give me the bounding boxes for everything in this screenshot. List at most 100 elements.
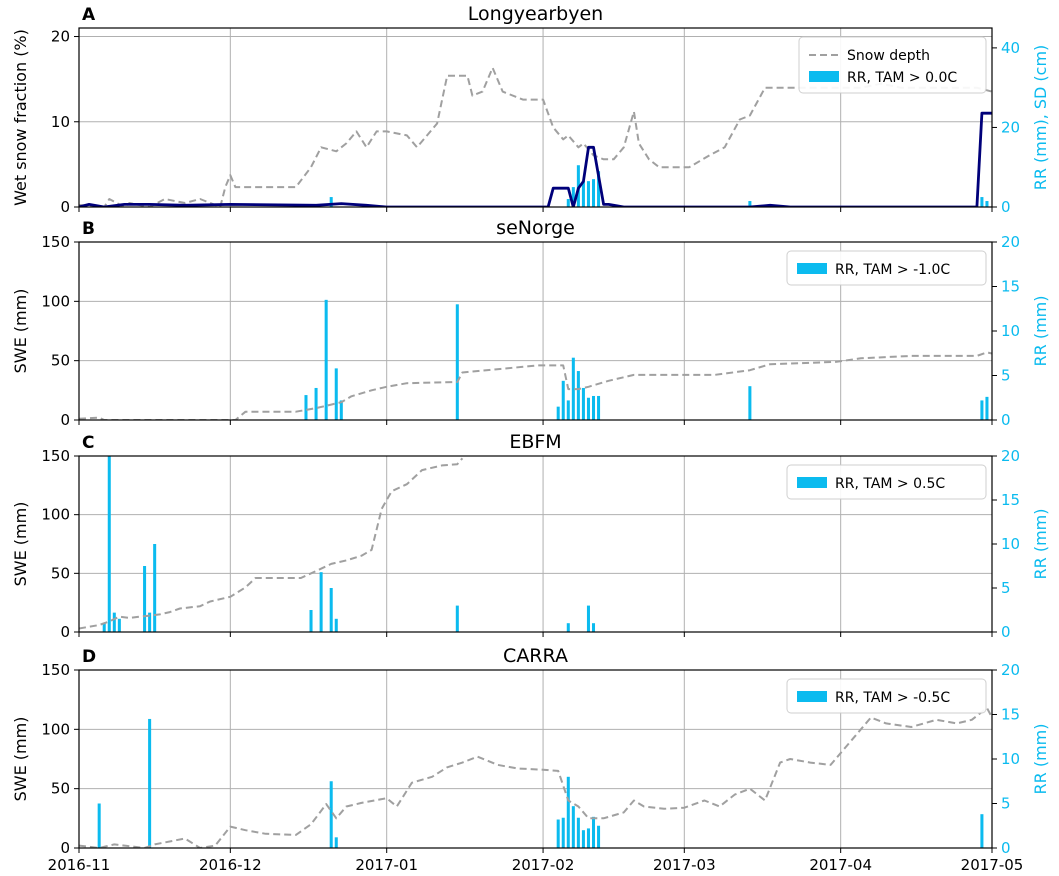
swe-line	[79, 457, 464, 630]
rr-bar	[334, 837, 338, 848]
y2-axis-label: RR (mm), SD (cm)	[1031, 45, 1050, 191]
panel-label: C	[82, 433, 94, 453]
x-tick-label: 2017-03	[653, 856, 716, 874]
legend: RR, TAM > -1.0C	[786, 250, 987, 286]
y2-tick-label: 0	[1001, 623, 1011, 641]
rr-bar	[748, 386, 752, 420]
y-tick-label: 0	[60, 839, 70, 857]
y2-tick-label: 10	[1001, 750, 1020, 768]
rr-bar	[985, 201, 989, 207]
panel-label: B	[82, 219, 95, 239]
rr-bar	[143, 566, 147, 632]
rr-bar	[980, 814, 984, 848]
rr-bar	[576, 371, 580, 420]
rr-bar	[319, 572, 323, 632]
rr-bar	[455, 605, 459, 632]
x-tick-label: 2017-01	[355, 856, 418, 874]
rr-bar	[586, 605, 590, 632]
rr-bar	[586, 397, 590, 420]
y2-tick-label: 0	[1001, 198, 1011, 216]
y-tick-label: 50	[51, 780, 70, 798]
x-tick-label: 2017-05	[961, 856, 1024, 874]
rr-bar	[597, 825, 601, 848]
legend: RR, TAM > 0.5C	[786, 464, 987, 500]
legend-bar-swatch	[797, 477, 827, 488]
axes-frame	[78, 669, 993, 849]
y-axis-label: SWE (mm)	[11, 502, 30, 587]
rr-bar	[748, 201, 752, 207]
rr-bar	[571, 187, 575, 207]
legend-frame	[786, 250, 987, 286]
plot-area	[79, 456, 596, 632]
y2-tick-label: 20	[1001, 661, 1020, 679]
plot-area	[79, 299, 992, 420]
rr-bar	[112, 612, 116, 632]
legend-frame	[786, 464, 987, 500]
rr-bar	[153, 544, 157, 632]
swe-line	[79, 351, 992, 420]
legend-frame	[798, 36, 987, 94]
rr-bar	[566, 776, 570, 848]
plot-area	[79, 707, 992, 848]
rr-bar	[586, 828, 590, 848]
legend-frame	[786, 678, 987, 714]
y-tick-label: 0	[60, 198, 70, 216]
y2-tick-label: 5	[1001, 579, 1011, 597]
y-tick-label: 50	[51, 352, 70, 370]
rr-bar	[566, 400, 570, 420]
rr-bar	[117, 618, 121, 632]
y-tick-label: 0	[60, 411, 70, 429]
rr-bar	[561, 817, 565, 848]
y2-tick-label: 15	[1001, 278, 1020, 296]
axes-frame	[78, 27, 993, 208]
rr-bar	[980, 400, 984, 420]
legend-entry: RR, TAM > -0.5C	[835, 690, 950, 706]
y2-tick-label: 20	[1001, 118, 1020, 136]
y-tick-label: 10	[51, 113, 70, 131]
rr-bar	[334, 618, 338, 632]
rr-bar	[581, 387, 585, 420]
legend-entry: RR, TAM > -1.0C	[835, 262, 950, 278]
snow-depth-line	[79, 66, 992, 207]
rr-bar	[304, 395, 308, 420]
rr-bar	[556, 406, 560, 420]
y-tick-label: 50	[51, 564, 70, 582]
plot-area	[79, 66, 992, 207]
y2-tick-label: 40	[1001, 39, 1020, 57]
wet-snow-fraction-line	[79, 111, 992, 207]
y-tick-label: 150	[41, 661, 70, 679]
axes-frame	[78, 455, 993, 633]
rr-bar	[591, 623, 596, 632]
y2-tick-label: 10	[1001, 322, 1020, 340]
y2-axis-label: RR (mm)	[1031, 296, 1050, 367]
x-tick-label: 2017-04	[809, 856, 872, 874]
rr-bar	[591, 395, 596, 420]
rr-bar	[107, 456, 111, 632]
rr-bar	[571, 357, 575, 420]
rr-bar	[102, 623, 106, 632]
rr-bar	[985, 396, 989, 420]
legend-entry: RR, TAM > 0.0C	[847, 70, 957, 86]
x-tick-label: 2017-02	[512, 856, 575, 874]
legend-entry: Snow depth	[847, 48, 930, 64]
y-axis-label: SWE (mm)	[11, 717, 30, 802]
rr-bar	[324, 299, 328, 420]
rr-bar	[597, 171, 601, 207]
panel-c: 0 50 100 150 0 5 10 15 20 EBFM C SWE (mm) RR (mm) RR,…	[11, 431, 1050, 641]
rr-bar	[334, 368, 338, 420]
rr-bar	[591, 179, 596, 207]
rr-bar	[455, 304, 459, 420]
rr-bar	[581, 830, 585, 848]
legend: Snow depth RR, TAM > 0.0C	[798, 36, 987, 94]
legend-bar-swatch	[809, 71, 839, 82]
rr-bar	[97, 803, 101, 848]
y-tick-label: 150	[41, 233, 70, 251]
panel-d: 2016-11 2016-12 2017-01 2017-02 2017-03 2017-…	[11, 645, 1050, 874]
panel-title: seNorge	[496, 217, 575, 239]
rr-bar	[556, 819, 560, 848]
rr-bar	[329, 197, 333, 207]
y-tick-label: 150	[41, 447, 70, 465]
panel-label: D	[82, 647, 96, 667]
panel-label: A	[82, 5, 96, 25]
